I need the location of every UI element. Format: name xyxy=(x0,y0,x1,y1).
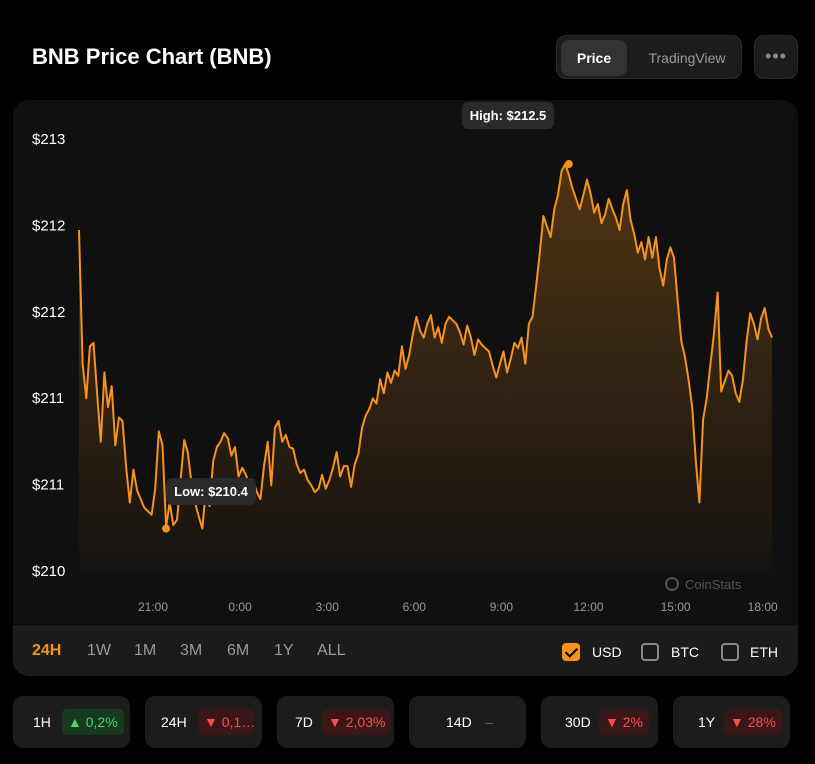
x-tick-label: 18:00 xyxy=(748,600,778,614)
change-arrow-icon: ▼ xyxy=(605,714,619,730)
y-tick-label: $212 xyxy=(32,304,65,321)
low-marker xyxy=(162,524,171,533)
usd-checkbox[interactable] xyxy=(562,643,580,661)
range-1m[interactable]: 1M xyxy=(134,642,157,659)
range-all[interactable]: ALL xyxy=(317,642,346,659)
y-tick-label: $212 xyxy=(32,217,65,234)
stat-change: ▼ 28% xyxy=(724,709,782,735)
x-tick-label: 21:00 xyxy=(138,600,168,614)
y-tick-label: $211 xyxy=(32,477,64,494)
stat-label: 30D xyxy=(565,714,591,730)
view-toggle: Price TradingView xyxy=(556,35,742,79)
chart-controls: 24H 1W 1M 3M 6M 1Y ALL USD BTC ETH xyxy=(13,626,798,676)
x-tick-label: 12:00 xyxy=(573,600,603,614)
more-options-button[interactable]: ••• xyxy=(754,35,798,79)
change-arrow-icon: ▼ xyxy=(328,714,342,730)
range-24h[interactable]: 24H xyxy=(32,642,62,659)
coinstats-logo-icon xyxy=(665,577,679,591)
high-label: High: $212.5 xyxy=(470,108,547,123)
change-arrow-icon: ▼ xyxy=(204,714,218,730)
stat-label: 1H xyxy=(33,714,51,730)
btc-checkbox[interactable] xyxy=(641,643,659,661)
x-tick-label: 15:00 xyxy=(661,600,691,614)
x-tick-label: 6:00 xyxy=(403,600,427,614)
tradingview-tab[interactable]: TradingView xyxy=(648,50,726,66)
chart-card: $213 $212 $212 $211 $211 $210 21:00 0:00 3:00 6:… xyxy=(13,100,798,676)
stat-30d[interactable]: 30D ▼ 2% xyxy=(541,696,658,748)
stat-24h[interactable]: 24H ▼ 0,1… xyxy=(145,696,262,748)
eth-label: ETH xyxy=(750,644,778,660)
change-arrow-icon: ▼ xyxy=(730,714,744,730)
y-tick-label: $210 xyxy=(32,563,65,580)
price-chart[interactable]: $213 $212 $212 $211 $211 $210 21:00 0:00 3:00 6:… xyxy=(13,100,798,626)
more-icon: ••• xyxy=(765,46,787,66)
x-tick-label: 9:00 xyxy=(490,600,514,614)
usd-label: USD xyxy=(592,644,622,660)
stat-label: 14D xyxy=(446,714,472,730)
x-tick-label: 3:00 xyxy=(316,600,340,614)
range-6m[interactable]: 6M xyxy=(227,642,250,659)
y-tick-label: $213 xyxy=(32,131,65,148)
change-arrow-icon: ▲ xyxy=(68,714,82,730)
stat-1y[interactable]: 1Y ▼ 28% xyxy=(673,696,790,748)
price-tab[interactable]: Price xyxy=(561,40,627,76)
stat-change: ▼ 2% xyxy=(599,709,649,735)
eth-checkbox[interactable] xyxy=(721,643,739,661)
range-3m[interactable]: 3M xyxy=(180,642,203,659)
range-1w[interactable]: 1W xyxy=(87,642,111,659)
stat-14d[interactable]: 14D – xyxy=(409,696,526,748)
range-1y[interactable]: 1Y xyxy=(274,642,294,659)
stat-change: – xyxy=(485,714,493,730)
y-tick-label: $211 xyxy=(32,390,64,407)
high-label-box: High: $212.5 xyxy=(462,102,554,129)
page-title: BNB Price Chart (BNB) xyxy=(32,44,272,69)
stat-change: ▼ 2,03% xyxy=(322,709,392,735)
btc-label: BTC xyxy=(671,644,699,660)
stat-7d[interactable]: 7D ▼ 2,03% xyxy=(277,696,394,748)
stat-change: ▲ 0,2% xyxy=(62,709,124,735)
watermark-text: CoinStats xyxy=(685,577,742,592)
stat-label: 7D xyxy=(295,714,313,730)
stat-label: 1Y xyxy=(698,714,716,730)
high-marker xyxy=(564,160,573,169)
stat-1h[interactable]: 1H ▲ 0,2% xyxy=(13,696,130,748)
watermark: CoinStats xyxy=(665,577,742,592)
low-label: Low: $210.4 xyxy=(174,484,248,499)
stat-change: ▼ 0,1… xyxy=(198,709,254,735)
price-area xyxy=(79,164,772,572)
low-label-box: Low: $210.4 xyxy=(166,478,256,505)
stat-label: 24H xyxy=(161,714,187,730)
x-tick-label: 0:00 xyxy=(228,600,252,614)
